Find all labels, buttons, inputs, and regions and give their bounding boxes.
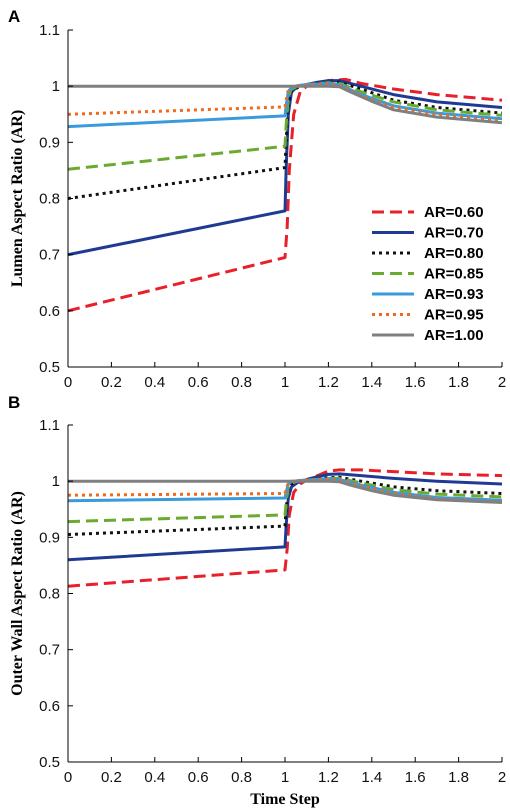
y-axis-title: Outer Wall Aspect Ratio (AR) bbox=[9, 491, 26, 696]
y-tick-label: 1 bbox=[52, 473, 60, 490]
y-tick-label: 0.8 bbox=[39, 586, 60, 603]
legend-label: AR=0.85 bbox=[424, 266, 484, 283]
x-tick-label: 0.4 bbox=[144, 374, 165, 391]
legend-label: AR=0.95 bbox=[424, 307, 484, 324]
x-tick-label: 0.2 bbox=[101, 769, 122, 786]
x-tick-label: 2 bbox=[498, 374, 506, 391]
chart-panel-a: 0 0.2 0.4 0.6 0.8 1 1.2 1.4 1.6 1.8 2 0.5 0.6 0.7 0.8 0… bbox=[8, 7, 506, 391]
x-tick-label: 1.4 bbox=[361, 374, 382, 391]
y-tick-label: 0.5 bbox=[39, 754, 60, 771]
x-tick-label: 0 bbox=[64, 769, 72, 786]
legend-label: AR=1.00 bbox=[424, 327, 484, 344]
panel-label: A bbox=[8, 7, 20, 26]
y-tick-label: 0.9 bbox=[39, 134, 60, 151]
y-tick-label: 1.1 bbox=[39, 22, 60, 39]
series-line-ar-0-85 bbox=[68, 476, 502, 524]
x-tick-label: 0.6 bbox=[188, 374, 209, 391]
series-lines bbox=[68, 468, 502, 588]
legend-label: AR=0.93 bbox=[424, 286, 484, 303]
y-tick-label: 1.1 bbox=[39, 417, 60, 434]
x-axis-title: Time Step bbox=[250, 791, 320, 808]
legend-label: AR=0.80 bbox=[424, 245, 484, 262]
x-tick-label: 1.2 bbox=[318, 769, 339, 786]
panel-label: B bbox=[8, 393, 20, 412]
series-lines bbox=[68, 77, 502, 313]
y-axis-title: Lumen Aspect Ratio (AR) bbox=[9, 110, 26, 287]
series-line-ar-1-00 bbox=[68, 84, 502, 125]
x-tick-label: 0 bbox=[64, 374, 72, 391]
x-tick-label: 1.8 bbox=[448, 769, 469, 786]
y-tick-label: 1 bbox=[52, 78, 60, 95]
x-tick-label: 1.8 bbox=[448, 374, 469, 391]
y-tick-label: 0.7 bbox=[39, 247, 60, 264]
x-tick-label: 1.6 bbox=[405, 769, 426, 786]
y-tick-label: 0.6 bbox=[39, 698, 60, 715]
x-tick-label: 0.8 bbox=[231, 769, 252, 786]
chart-panel-b: 0 0.2 0.4 0.6 0.8 1 1.2 1.4 1.6 1.8 2 0.5 0.6 0.7 0.8 0… bbox=[8, 393, 506, 808]
x-tick-label: 0.2 bbox=[101, 374, 122, 391]
x-tick-label: 0.8 bbox=[231, 374, 252, 391]
x-tick-label: 1 bbox=[281, 374, 289, 391]
series-line-ar-1-00 bbox=[68, 479, 502, 504]
y-tick-label: 0.9 bbox=[39, 529, 60, 546]
legend-label: AR=0.70 bbox=[424, 225, 484, 242]
y-tick-label: 0.8 bbox=[39, 191, 60, 208]
x-tick-label: 0.4 bbox=[144, 769, 165, 786]
y-tick-label: 0.7 bbox=[39, 642, 60, 659]
legend-label: AR=0.60 bbox=[424, 204, 484, 221]
y-tick-label: 0.5 bbox=[39, 359, 60, 376]
x-tick-label: 1.2 bbox=[318, 374, 339, 391]
x-tick-label: 2 bbox=[498, 769, 506, 786]
y-tick-label: 0.6 bbox=[39, 303, 60, 320]
x-tick-label: 0.6 bbox=[188, 769, 209, 786]
x-tick-label: 1 bbox=[281, 769, 289, 786]
legend: AR=0.60 AR=0.70 AR=0.80 AR=0.85 AR=0.93 AR=0.… bbox=[372, 204, 484, 344]
x-tick-label: 1.4 bbox=[361, 769, 382, 786]
x-tick-label: 1.6 bbox=[405, 374, 426, 391]
series-line-ar-0-60 bbox=[68, 468, 502, 588]
